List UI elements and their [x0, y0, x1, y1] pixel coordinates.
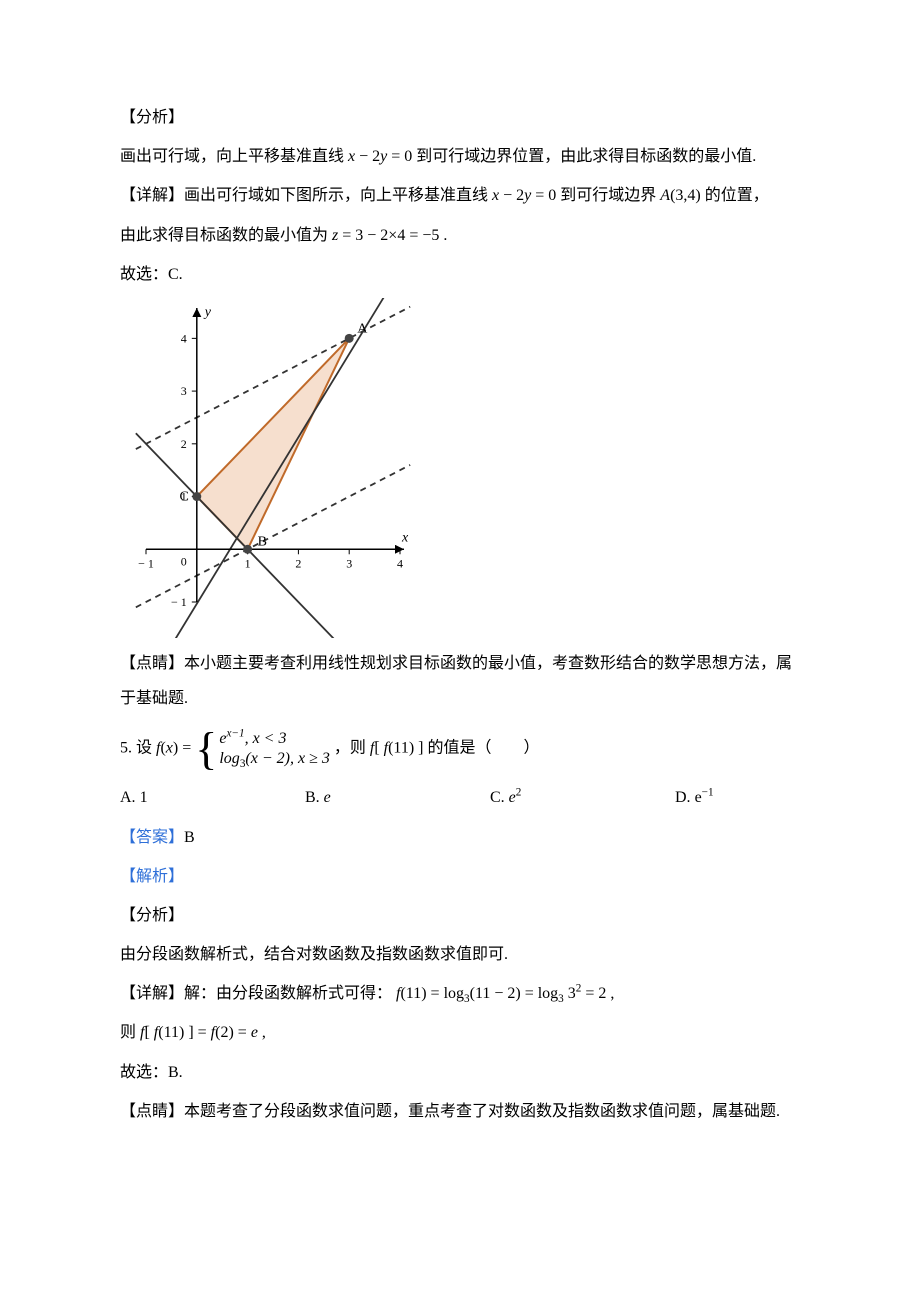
detail-choose: 故选：C. — [120, 257, 800, 292]
detail-p2: 由此求得目标函数的最小值为 z = 3 − 2×4 = −5 . — [120, 218, 800, 253]
svg-text:2: 2 — [295, 556, 301, 570]
option-a-label: A. — [120, 789, 136, 806]
option-d: D. e−1 — [675, 780, 800, 815]
q5-suffix1: ，则 — [334, 740, 366, 757]
q5-prefix: 5. 设 — [120, 740, 152, 757]
q5-stem: 5. 设 f(x) = { ex−1, x < 3 log3(x − 2), x… — [120, 726, 800, 772]
svg-text:− 1: − 1 — [138, 556, 154, 570]
svg-text:y: y — [203, 305, 212, 320]
fenxi-heading-2: 【分析】 — [120, 898, 800, 933]
svg-text:0: 0 — [181, 554, 187, 568]
comment-1: 【点睛】本小题主要考查利用线性规划求目标函数的最小值，考查数形结合的数学思想方法… — [120, 646, 800, 716]
svg-text:A: A — [357, 321, 368, 336]
answer-line: 【答案】B — [120, 820, 800, 855]
option-c-value: e — [509, 789, 516, 806]
option-b-label: B. — [305, 789, 320, 806]
option-a: A. 1 — [120, 780, 245, 815]
option-d-value: e — [695, 789, 702, 806]
piecewise-brace: { ex−1, x < 3 log3(x − 2), x ≥ 3 — [195, 726, 330, 772]
option-c: C. e2 — [490, 780, 615, 815]
detail2-line1: 【详解】解：由分段函数解析式可得： f(11) = log3(11 − 2) =… — [120, 976, 800, 1011]
svg-text:3: 3 — [346, 556, 352, 570]
option-d-label: D. — [675, 789, 691, 806]
q5-choose: 故选：B. — [120, 1055, 800, 1090]
q5-options: A. 1 B. e C. e2 D. e−1 — [120, 780, 800, 815]
svg-text:C: C — [179, 489, 188, 504]
analysis-heading: 【分析】 — [120, 100, 800, 135]
svg-text:1: 1 — [245, 556, 251, 570]
option-c-sup: 2 — [516, 787, 522, 799]
svg-text:− 1: − 1 — [171, 595, 187, 609]
svg-text:B: B — [258, 534, 267, 549]
option-c-label: C. — [490, 789, 505, 806]
piece1-cond: , x < 3 — [245, 730, 287, 747]
option-b: B. e — [305, 780, 430, 815]
q5-suffix2: 的值是（ ） — [427, 740, 539, 757]
answer-label: 【答案】 — [120, 829, 184, 846]
jiexi-heading: 【解析】 — [120, 859, 800, 894]
fenxi-body: 由分段函数解析式，结合对数函数及指数函数求值即可. — [120, 937, 800, 972]
piece2-arg: (x − 2), x ≥ 3 — [245, 750, 329, 767]
analysis-p1: 画出可行域，向上平移基准直线 x − 2y = 0 到可行域边界位置，由此求得目… — [120, 139, 800, 174]
piece1-exp: x−1 — [226, 727, 244, 739]
piece2-pre: log — [219, 750, 239, 767]
q5-ff: f — [370, 740, 374, 757]
svg-text:4: 4 — [181, 331, 187, 345]
svg-text:2: 2 — [181, 437, 187, 451]
option-a-value: 1 — [140, 789, 148, 806]
detail-p1: 【详解】画出可行域如下图所示，向上平移基准直线 x − 2y = 0 到可行域边… — [120, 178, 800, 213]
answer-value: B — [184, 829, 195, 846]
detail2-then: 则 — [120, 1024, 136, 1041]
detail2-prefix: 【详解】解：由分段函数解析式可得： — [120, 985, 392, 1002]
q5-comment: 【点睛】本题考查了分段函数求值问题，重点考查了对数函数及指数函数求值问题，属基础… — [120, 1094, 800, 1129]
option-d-sup: −1 — [702, 787, 714, 799]
detail2-line2: 则 f[ f(11) ] = f(2) = e , — [120, 1015, 800, 1050]
q5-fx: f — [156, 740, 160, 757]
feasible-region-chart: − 11234− 112340xyABC — [100, 298, 800, 638]
svg-text:3: 3 — [181, 384, 187, 398]
svg-text:x: x — [401, 530, 409, 545]
svg-text:4: 4 — [397, 556, 403, 570]
option-b-value: e — [324, 789, 331, 806]
